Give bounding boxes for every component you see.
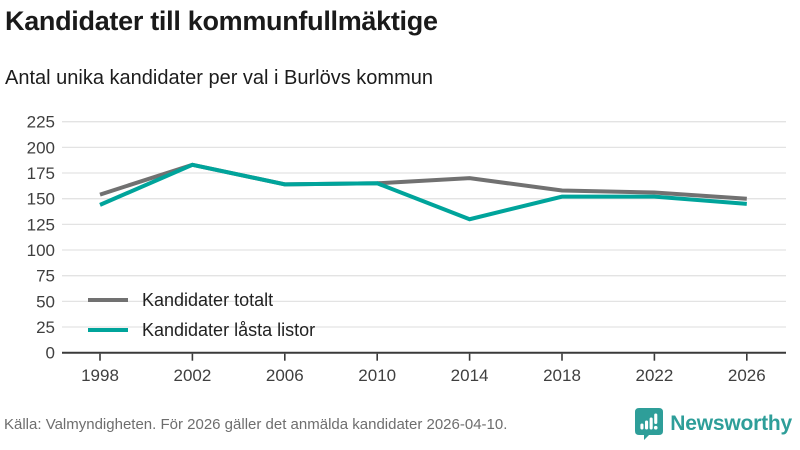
legend: Kandidater totalt Kandidater låsta listo… [88, 285, 315, 345]
y-axis-labels: 0 25 50 75 100 125 150 175 200 225 [27, 113, 55, 363]
x-axis-tick-label: 1998 [81, 366, 119, 385]
newsworthy-icon [635, 408, 664, 440]
y-axis-tick-label: 75 [36, 267, 55, 286]
y-axis-tick-label: 50 [36, 292, 55, 311]
y-axis-tick-label: 175 [27, 164, 55, 183]
x-axis-tick-label: 2002 [173, 366, 211, 385]
series-lines [99, 162, 747, 222]
gridlines [62, 121, 786, 328]
line-chart: 0 25 50 75 100 125 150 175 200 225 1998 2002 2006 20… [27, 113, 786, 385]
footer: Källa: Valmyndigheten. För 2026 gäller d… [0, 402, 800, 450]
chart-title: Kandidater till kommunfullmäktige [5, 6, 438, 36]
y-axis-tick-label: 125 [27, 215, 55, 234]
x-axis-tick-label: 2022 [635, 366, 673, 385]
brand-logo: Newsworthy [635, 408, 792, 440]
legend-swatch-totalt [88, 298, 128, 302]
y-axis-tick-label: 0 [46, 344, 55, 363]
y-axis-tick-label: 150 [27, 190, 55, 209]
legend-swatch-lasta-listor [88, 328, 128, 332]
legend-item-totalt: Kandidater totalt [88, 285, 315, 315]
legend-item-lasta-listor: Kandidater låsta listor [88, 315, 315, 345]
source-note: Källa: Valmyndigheten. För 2026 gäller d… [4, 415, 508, 433]
x-axis-tick-label: 2006 [266, 366, 304, 385]
x-axis-tick-label: 2010 [358, 366, 396, 385]
y-axis-tick-label: 225 [27, 113, 55, 132]
chart-subtitle: Antal unika kandidater per val i Burlövs… [5, 67, 433, 89]
y-axis-tick-label: 100 [27, 241, 55, 260]
y-axis-tick-label: 25 [36, 318, 55, 337]
legend-label-totalt: Kandidater totalt [142, 289, 274, 310]
x-axis: 1998 2002 2006 2010 2014 2018 2022 2026 [62, 351, 786, 385]
legend-label-lasta-listor: Kandidater låsta listor [142, 319, 316, 340]
x-axis-tick-label: 2018 [543, 366, 581, 385]
series-line-1 [99, 162, 747, 222]
series-line-0 [99, 162, 747, 201]
brand-name: Newsworthy [670, 412, 792, 435]
x-axis-tick-label: 2014 [451, 366, 489, 385]
x-axis-tick-label: 2026 [728, 366, 766, 385]
y-axis-tick-label: 200 [27, 138, 55, 157]
